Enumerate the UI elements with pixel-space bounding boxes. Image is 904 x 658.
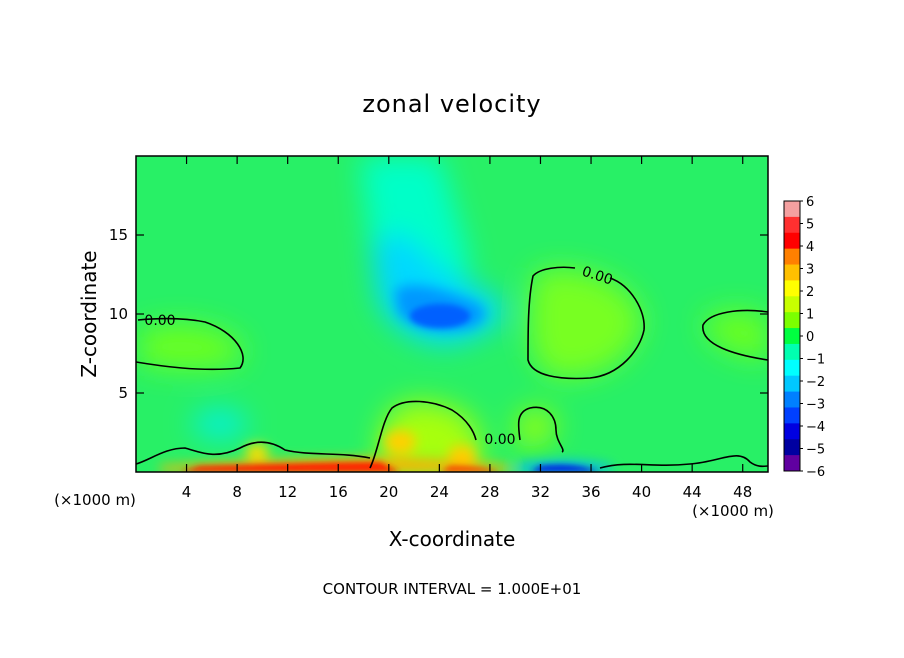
contour-interval-note: CONTOUR INTERVAL = 1.000E+01 [323, 580, 582, 598]
colorbar-label: −1 [806, 353, 825, 368]
x-tick-label: 8 [232, 483, 242, 501]
zero-contour-ridge [369, 400, 477, 469]
colorbar-swatch [784, 201, 800, 218]
colorbar-label: 6 [806, 195, 814, 210]
colorbar-label: −4 [806, 420, 825, 435]
colorbar-label: −5 [806, 443, 825, 458]
zero-contour-right-cell [527, 266, 645, 380]
weak-minimum [192, 410, 248, 438]
x-tick-label: 28 [480, 483, 499, 501]
x-tick-label: 40 [632, 483, 651, 501]
y-axis-ticks: 5 10 15 [109, 226, 768, 402]
colorbar: 6 5 4 3 2 1 0 −1 −2 −3 −4 −5 −6 [783, 195, 825, 480]
y-tick-label: 15 [109, 226, 128, 244]
colorbar-swatch [784, 359, 800, 377]
colorbar-swatch [784, 423, 800, 440]
positive-cell-right [529, 269, 642, 378]
colorbar-swatch [784, 343, 800, 361]
colorbar-swatch [784, 407, 800, 424]
colorbar-swatch [784, 216, 800, 234]
zero-contour-surface [136, 441, 371, 465]
surface-max-core-2 [440, 466, 500, 472]
surface-max-core [180, 462, 400, 472]
colorbar-swatch [784, 232, 800, 250]
colorbar-label: 3 [806, 263, 814, 278]
positive-cell-far-right [704, 310, 768, 360]
x-tick-label: 48 [733, 483, 752, 501]
x-unit-left: (×1000 m) [54, 491, 136, 509]
surface-min-core [530, 464, 600, 472]
x-tick-label: 32 [531, 483, 550, 501]
x-tick-label: 36 [581, 483, 600, 501]
x-tick-label: 44 [683, 483, 702, 501]
colorbar-label: −6 [806, 465, 825, 480]
positive-cell-left [140, 324, 245, 370]
ridge-core [384, 430, 416, 454]
zero-contour-far-right [702, 309, 768, 361]
plot-area: 0.00 0.00 0.00 [136, 156, 768, 472]
x-tick-label: 20 [379, 483, 398, 501]
colorbar-swatch [784, 391, 800, 408]
x-tick-label: 12 [278, 483, 297, 501]
small-max [245, 444, 269, 460]
colorbar-label: −2 [806, 375, 825, 390]
x-axis-ticks: 4 8 12 16 20 24 28 32 36 40 44 48 [182, 156, 752, 501]
contour-label-ridge: 0.00 [484, 432, 515, 448]
jet-core [410, 304, 470, 328]
colorbar-swatch [784, 312, 800, 329]
ridge-core-2 [448, 445, 476, 465]
zero-contour-surface-right [599, 455, 768, 469]
x-tick-label: 16 [329, 483, 348, 501]
y-tick-label: 5 [118, 384, 128, 402]
colorbar-label: 1 [806, 308, 814, 323]
colorbar-swatch [784, 248, 800, 266]
chart-title: zonal velocity [362, 90, 541, 118]
colorbar-swatch [784, 296, 800, 313]
positive-bump-right [515, 408, 556, 449]
colorbar-label: 0 [806, 330, 814, 345]
colorbar-label: 5 [806, 218, 814, 233]
zero-contour-left-cell [136, 317, 244, 371]
colorbar-label: −3 [806, 398, 825, 413]
y-tick-label: 10 [109, 305, 128, 323]
colorbar-swatch [784, 328, 800, 345]
x-axis-label: X-coordinate [389, 527, 516, 551]
zero-contour-bump [517, 406, 564, 453]
colorbar-swatch [784, 375, 800, 393]
x-unit-right: (×1000 m) [692, 502, 774, 520]
y-axis-label: Z-coordinate [77, 250, 101, 377]
x-tick-label: 4 [182, 483, 192, 501]
colorbar-label: 4 [806, 240, 814, 255]
colorbar-swatch [784, 264, 800, 281]
colorbar-swatch [784, 280, 800, 297]
colorbar-swatch [784, 455, 800, 472]
contour-label-left: 0.00 [144, 313, 175, 329]
x-tick-label: 24 [430, 483, 449, 501]
colorbar-label: 2 [806, 285, 814, 300]
colorbar-swatch [784, 439, 800, 456]
